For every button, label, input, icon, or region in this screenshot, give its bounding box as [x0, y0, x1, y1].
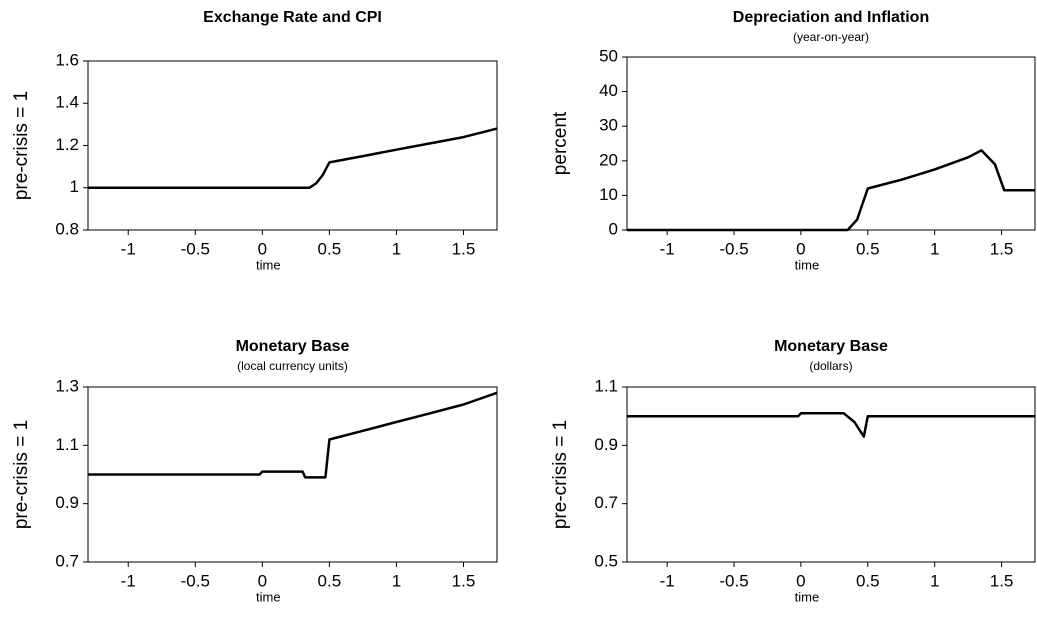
x-tick-label: 1.5: [452, 571, 476, 590]
x-tick-label: 0.5: [856, 571, 880, 590]
x-tick-label: 0: [796, 571, 805, 590]
y-axis-label: pre-crisis = 1: [11, 420, 32, 529]
plot-frame: [626, 386, 1036, 563]
y-tick-label: 30: [599, 116, 618, 135]
y-tick-label: 1.3: [55, 376, 79, 395]
panel: Depreciation and Inflation (year-on-year)…: [550, 9, 1036, 272]
chart-title: Monetary Base: [774, 338, 888, 355]
chart-title: Monetary Base: [236, 338, 350, 355]
x-axis-label: time: [795, 589, 820, 604]
x-tick-label: -0.5: [181, 239, 210, 258]
y-tick-label: 0.7: [55, 551, 79, 570]
x-tick-label: -0.5: [181, 571, 210, 590]
x-tick-label: 1: [392, 239, 401, 258]
chart-subtitle: (year-on-year): [793, 30, 869, 44]
y-tick-label: 1.1: [594, 376, 618, 395]
y-tick-label: 1: [70, 177, 79, 196]
y-axis-label: pre-crisis = 1: [11, 91, 32, 200]
x-tick-label: -1: [660, 239, 675, 258]
chart-subtitle: (dollars): [809, 359, 852, 373]
x-tick-label: 0.5: [318, 571, 342, 590]
y-axis-label: pre-crisis = 1: [550, 420, 571, 529]
y-tick-label: 0.7: [594, 493, 618, 512]
plot-frame: [626, 56, 1036, 231]
chart-title: Depreciation and Inflation: [733, 9, 929, 26]
chart-title: Exchange Rate and CPI: [203, 9, 382, 26]
chart-subtitle: (local currency units): [237, 359, 348, 373]
x-tick-label: 1.5: [452, 239, 476, 258]
x-tick-label: 1: [930, 239, 939, 258]
y-tick-label: 20: [599, 150, 618, 169]
x-tick-label: 1: [392, 571, 401, 590]
x-tick-label: 0: [796, 239, 805, 258]
x-tick-label: 0: [258, 239, 267, 258]
y-tick-label: 0: [609, 219, 618, 238]
y-tick-label: 1.2: [55, 135, 79, 154]
panel: Monetary Base (dollars) 0.5 0.7 0.9 1.1 -1 -0.5…: [550, 338, 1036, 604]
x-tick-label: 1: [930, 571, 939, 590]
x-axis-label: time: [795, 257, 820, 272]
y-tick-label: 0.8: [55, 219, 79, 238]
x-tick-label: 0: [258, 571, 267, 590]
x-tick-label: 0.5: [318, 239, 342, 258]
x-axis-label: time: [256, 589, 281, 604]
y-tick-label: 0.9: [594, 435, 618, 454]
line: [88, 391, 498, 479]
x-tick-label: -0.5: [719, 239, 748, 258]
line: [627, 149, 1035, 232]
plot-frame: [87, 60, 498, 231]
y-tick-label: 10: [599, 185, 618, 204]
y-axis-label: percent: [550, 111, 571, 175]
x-tick-label: -0.5: [719, 571, 748, 590]
y-tick-label: 50: [599, 46, 618, 65]
line: [627, 412, 1035, 438]
x-tick-label: -1: [660, 571, 675, 590]
x-tick-label: -1: [121, 239, 136, 258]
x-tick-label: 1.5: [990, 239, 1014, 258]
x-tick-label: 1.5: [990, 571, 1014, 590]
panel: Monetary Base (local currency units) 0.7 0.…: [11, 338, 498, 604]
y-tick-label: 1.1: [55, 435, 79, 454]
y-tick-label: 0.9: [55, 493, 79, 512]
y-tick-label: 1.6: [55, 50, 79, 69]
panel: Exchange Rate and CPI 0.8 1 1.2 1.4 1.6 -1 -0.5…: [11, 9, 498, 272]
x-tick-label: 0.5: [856, 239, 880, 258]
x-tick-label: -1: [121, 571, 136, 590]
y-tick-label: 1.4: [55, 93, 79, 112]
line: [88, 127, 498, 190]
y-tick-label: 40: [599, 81, 618, 100]
x-axis-label: time: [256, 257, 281, 272]
y-tick-label: 0.5: [594, 551, 618, 570]
